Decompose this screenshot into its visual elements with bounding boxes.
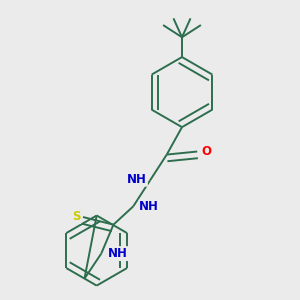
Text: NH: NH — [108, 247, 128, 260]
Text: S: S — [72, 210, 80, 223]
Text: NH: NH — [139, 200, 159, 214]
Text: O: O — [201, 145, 212, 158]
Text: NH: NH — [127, 173, 147, 186]
